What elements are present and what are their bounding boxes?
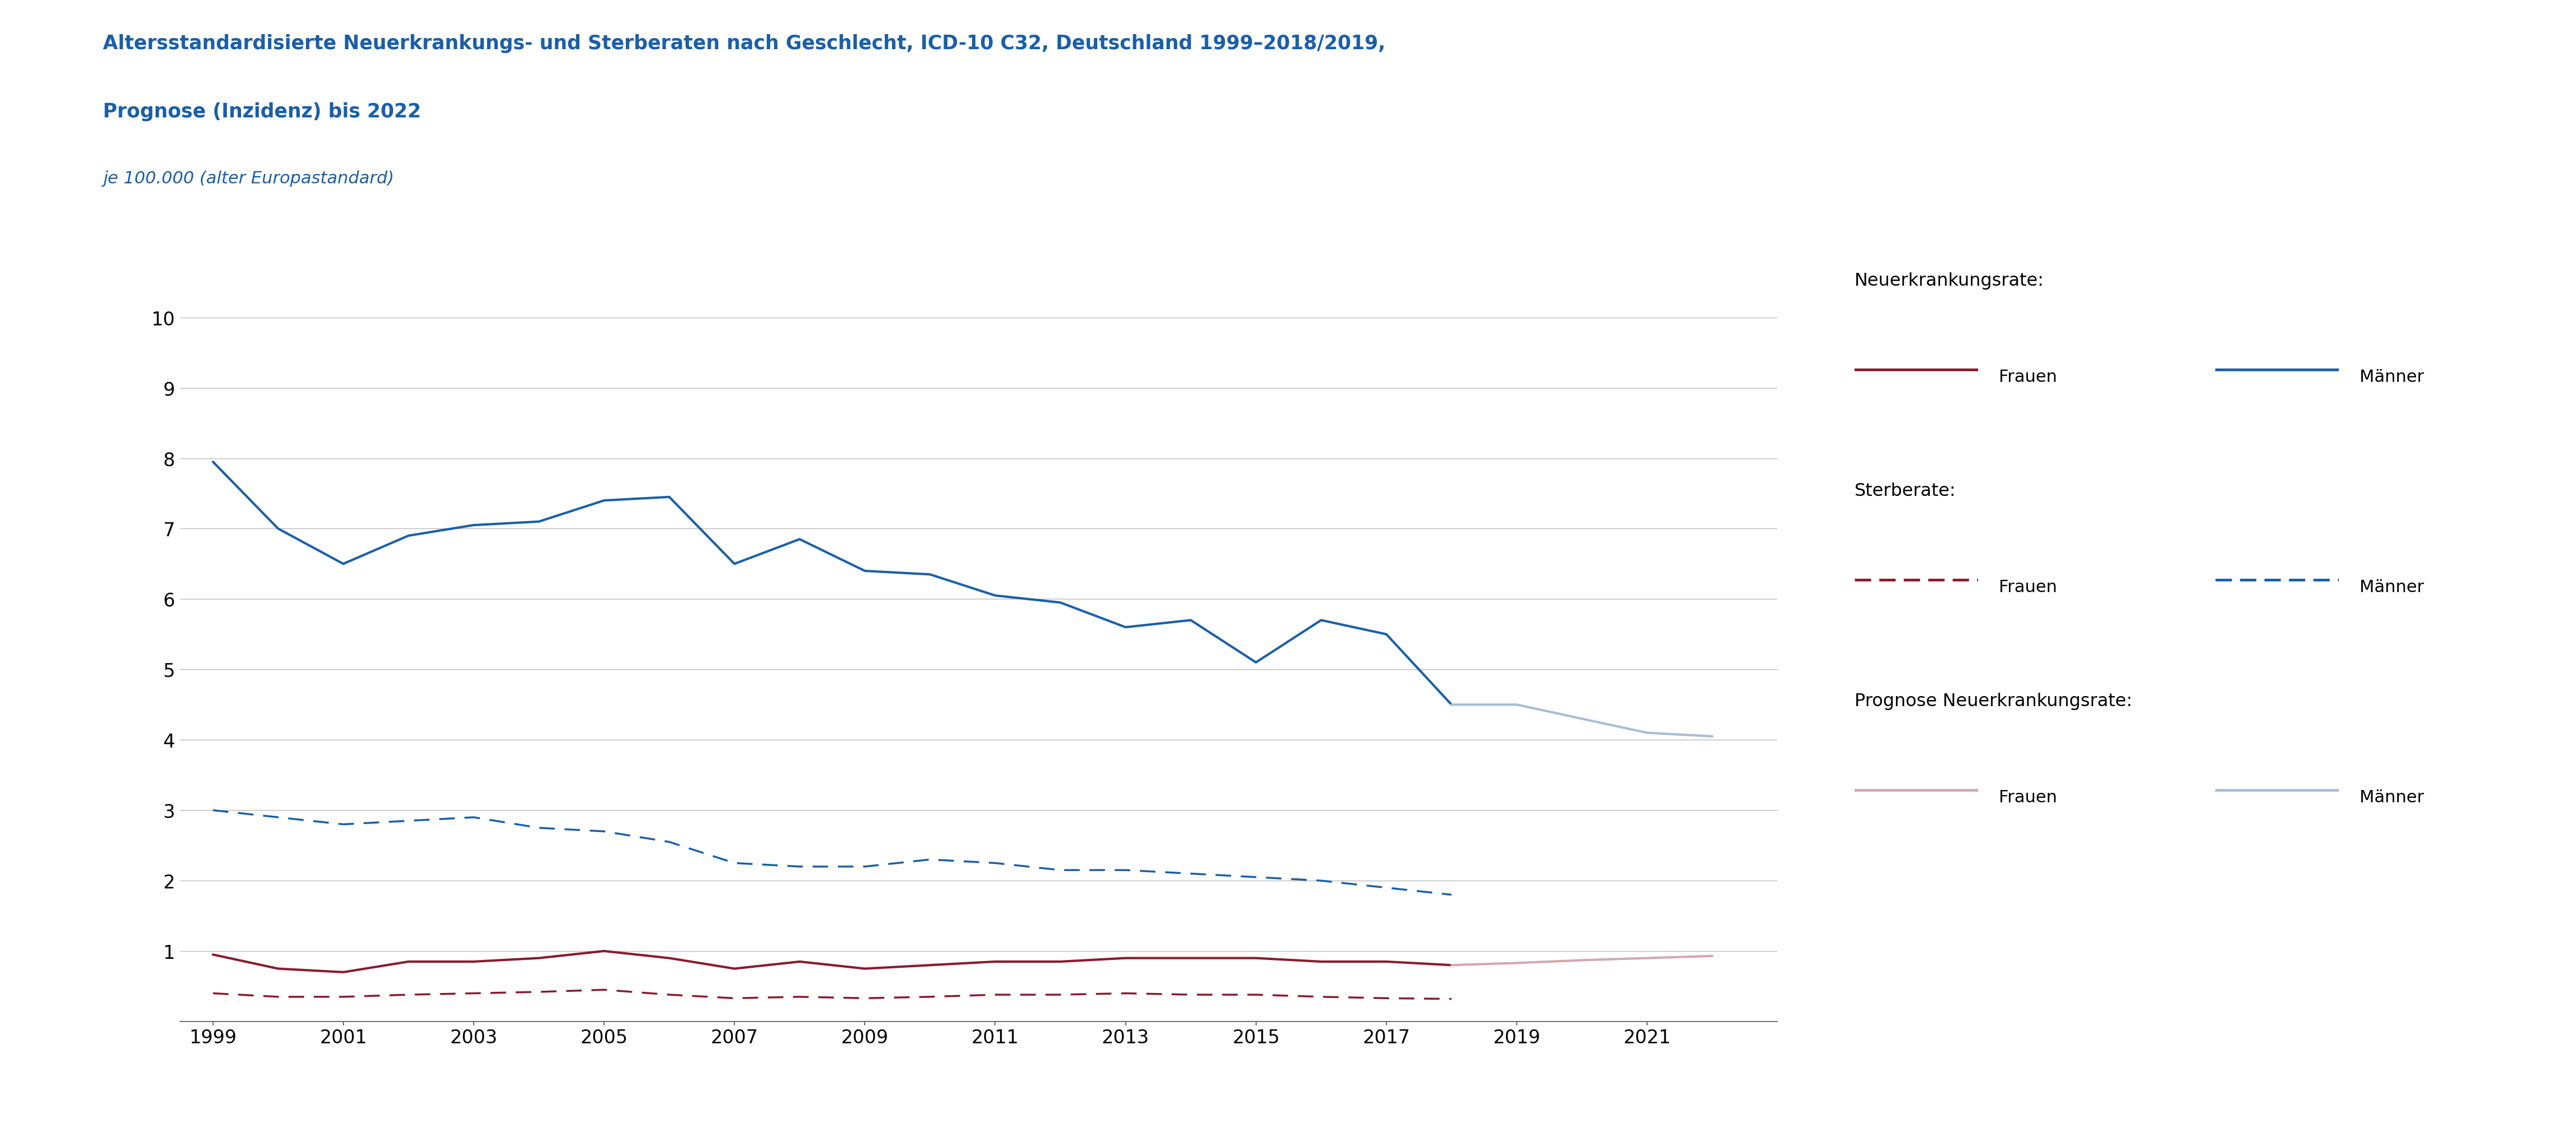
Text: Sterberate:: Sterberate: bbox=[1855, 482, 1955, 499]
Text: Frauen: Frauen bbox=[1999, 579, 2058, 595]
Text: Frauen: Frauen bbox=[1999, 369, 2058, 385]
Text: je 100.000 (alter Europastandard): je 100.000 (alter Europastandard) bbox=[103, 170, 394, 186]
Text: Altersstandardisierte Neuerkrankungs- und Sterberaten nach Geschlecht, ICD-10 C3: Altersstandardisierte Neuerkrankungs- un… bbox=[103, 34, 1386, 53]
Text: Frauen: Frauen bbox=[1999, 789, 2058, 805]
Text: Prognose (Inzidenz) bis 2022: Prognose (Inzidenz) bis 2022 bbox=[103, 102, 422, 121]
Text: Neuerkrankungsrate:: Neuerkrankungsrate: bbox=[1855, 272, 2045, 289]
Text: Männer: Männer bbox=[2360, 369, 2424, 385]
Text: Männer: Männer bbox=[2360, 579, 2424, 595]
Text: Prognose Neuerkrankungsrate:: Prognose Neuerkrankungsrate: bbox=[1855, 692, 2133, 709]
Text: Männer: Männer bbox=[2360, 789, 2424, 805]
